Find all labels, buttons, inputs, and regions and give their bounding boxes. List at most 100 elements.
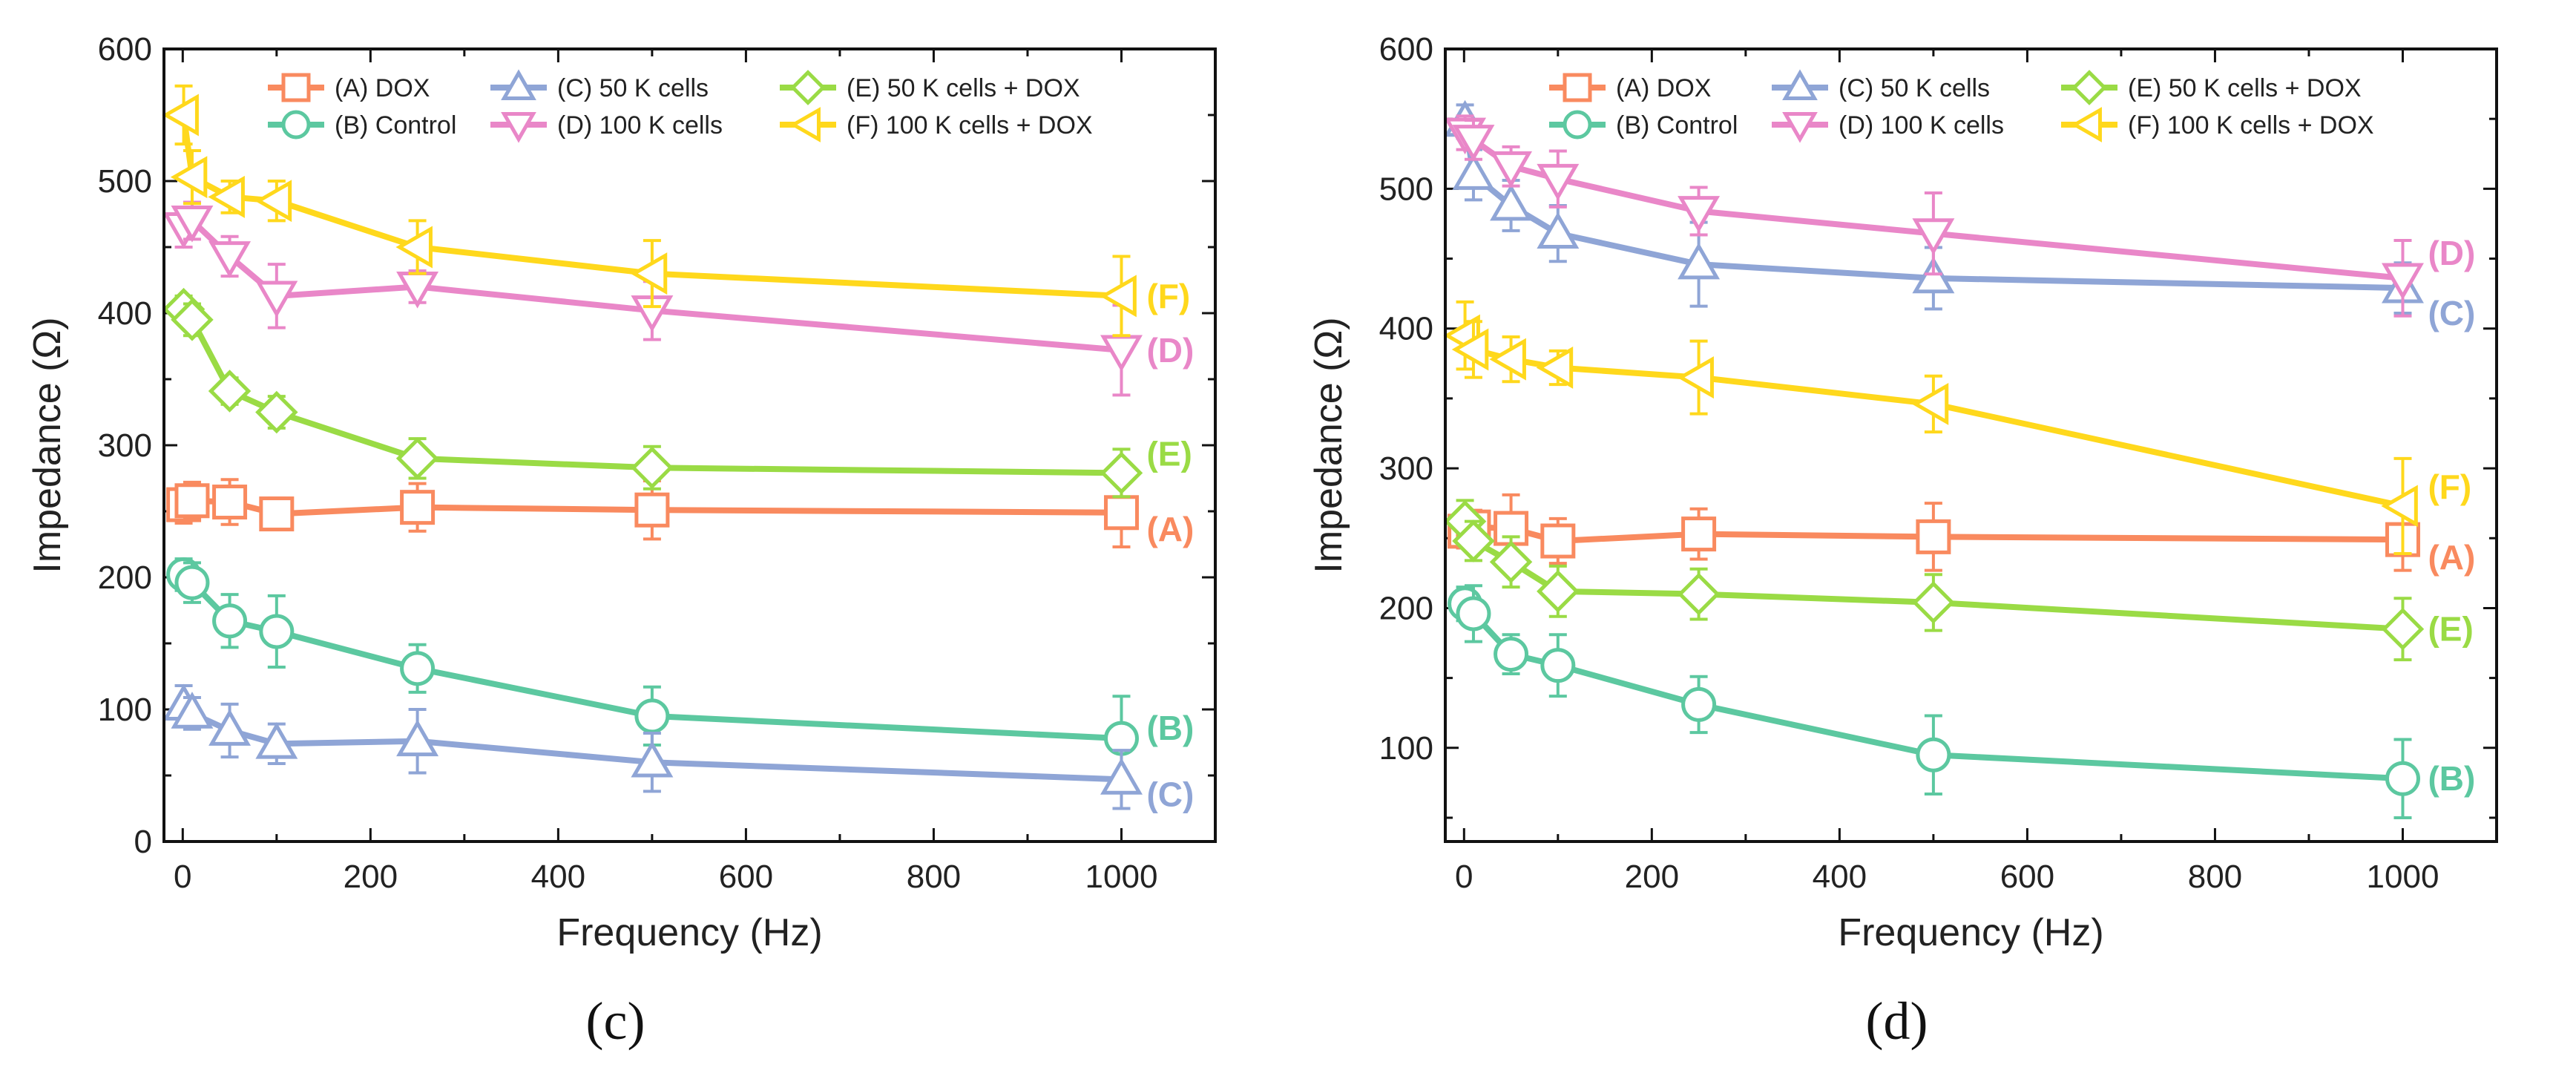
- series-f: (F): [1443, 300, 2471, 555]
- data-point: [2381, 607, 2425, 651]
- data-point: [171, 298, 214, 341]
- y-tick-label: 200: [1379, 590, 1433, 626]
- data-point: [2382, 263, 2424, 301]
- legend-item: (E) 50 K cells + DOX: [2061, 70, 2362, 105]
- legend-label: (F) 100 K cells + DOX: [2128, 111, 2374, 140]
- data-point: [1490, 151, 1533, 188]
- legend-label: (E) 50 K cells + DOX: [2128, 74, 2362, 102]
- data-point: [1677, 356, 1714, 399]
- data-point: [1678, 242, 1721, 280]
- data-point: [1537, 163, 1580, 201]
- legend-item: (D) 100 K cells: [490, 111, 723, 143]
- legend-marker: [501, 112, 536, 143]
- legend-label: (D) 100 K cells: [1839, 111, 2004, 140]
- data-point: [634, 492, 670, 528]
- x-tick-label: 600: [2000, 859, 2054, 895]
- legend-label: (B) Control: [335, 111, 456, 140]
- data-point: [1916, 519, 1951, 554]
- y-tick-label: 400: [98, 295, 152, 332]
- legend-marker: [2071, 70, 2107, 105]
- data-point: [1911, 382, 1949, 425]
- data-point: [255, 390, 298, 434]
- data-point: [400, 651, 436, 686]
- data-point: [1677, 572, 1721, 616]
- x-tick-label: 1000: [1085, 859, 1158, 895]
- legend-marker: [1563, 110, 1592, 140]
- legend-marker: [1563, 73, 1592, 102]
- data-point: [171, 692, 214, 729]
- y-tick-label: 600: [1379, 31, 1433, 68]
- data-point: [1912, 218, 1955, 255]
- data-point: [1100, 451, 1143, 495]
- legend-label: (C) 50 K cells: [1839, 74, 1990, 102]
- data-point: [1456, 596, 1491, 632]
- y-tick-label: 200: [98, 560, 152, 596]
- plot-frame: [162, 47, 1217, 843]
- data-point: [1537, 211, 1580, 249]
- data-point: [259, 496, 295, 532]
- series-b: (B): [166, 557, 1194, 783]
- data-point: [630, 252, 668, 295]
- y-tick-label: 100: [1379, 730, 1433, 767]
- data-point: [1536, 346, 1574, 389]
- y-axis-label: Impedance (Ω): [26, 317, 69, 573]
- data-point: [1451, 328, 1489, 371]
- x-axis-label: Frequency (Hz): [556, 911, 822, 954]
- x-tick-label: 200: [1625, 859, 1679, 895]
- data-point: [162, 94, 199, 137]
- data-point: [634, 698, 670, 734]
- legend-label: (E) 50 K cells + DOX: [847, 74, 1080, 102]
- chart-panel-0: 0 200 400 600 800 1000 0 100 200 300 400 500 600 (A) (…: [26, 31, 1217, 1051]
- legend-label: (A) DOX: [335, 74, 430, 102]
- data-point: [1452, 153, 1495, 190]
- legend-marker: [501, 69, 536, 100]
- series-end-label: (F): [1146, 277, 1190, 315]
- data-point: [1681, 686, 1717, 722]
- x-tick-label: 0: [174, 859, 191, 895]
- series-end-label: (B): [2428, 759, 2475, 798]
- series-end-label: (E): [2428, 610, 2473, 649]
- legend-label: (C) 50 K cells: [557, 74, 709, 102]
- legend-label: (D) 100 K cells: [557, 111, 723, 140]
- x-tick-label: 400: [531, 859, 585, 895]
- series-d: (D): [1444, 114, 2475, 318]
- series-c: (C): [162, 683, 1194, 813]
- data-point: [208, 241, 252, 278]
- data-point: [2385, 761, 2420, 796]
- data-point: [254, 180, 292, 223]
- legend-item: (B) Control: [1549, 110, 1738, 140]
- legend-marker: [281, 110, 311, 140]
- data-point: [395, 226, 433, 269]
- data-point: [212, 485, 248, 520]
- series-c: (C): [1444, 99, 2475, 332]
- data-point: [1489, 540, 1533, 584]
- legend-marker: [789, 107, 821, 142]
- data-point: [631, 741, 674, 778]
- legend-label: (B) Control: [1616, 111, 1738, 140]
- legend-marker: [2071, 107, 2102, 142]
- legend-item: (A) DOX: [1549, 73, 1711, 102]
- series-e: (E): [1443, 499, 2474, 662]
- data-point: [1916, 737, 1951, 772]
- x-tick-label: 800: [907, 859, 961, 895]
- series-end-label: (E): [1146, 434, 1192, 473]
- x-tick-label: 800: [2188, 859, 2242, 895]
- y-tick-label: 400: [1379, 311, 1433, 347]
- x-tick-label: 0: [1455, 859, 1473, 895]
- data-point: [1912, 256, 1955, 294]
- data-point: [1490, 183, 1533, 221]
- series-a: (A): [166, 476, 1194, 549]
- data-point: [2381, 485, 2418, 528]
- series-d: (D): [162, 200, 1194, 397]
- y-tick-label: 300: [98, 427, 152, 464]
- y-tick-label: 500: [98, 163, 152, 200]
- legend-item: (E) 50 K cells + DOX: [780, 70, 1080, 105]
- data-point: [212, 603, 248, 639]
- panel-label: (c): [586, 991, 645, 1051]
- y-tick-label: 300: [1379, 450, 1433, 487]
- data-point: [1681, 516, 1717, 552]
- data-point: [171, 206, 214, 243]
- y-tick-label: 600: [98, 31, 152, 68]
- x-tick-label: 200: [344, 859, 398, 895]
- legend-item: (C) 50 K cells: [490, 69, 709, 102]
